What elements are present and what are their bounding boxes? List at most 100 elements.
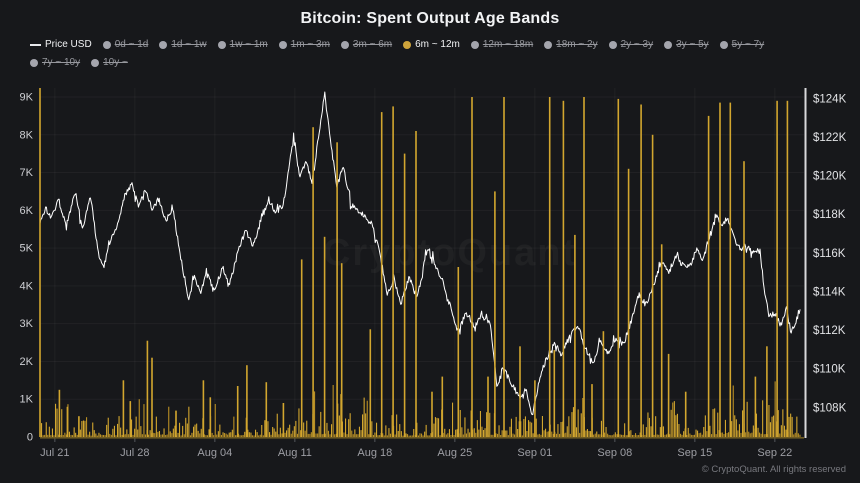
spent-output-bar (146, 340, 149, 437)
legend-item-2y-3y[interactable]: 2y ~ 3y (608, 39, 654, 50)
x-axis-tick-label: Sep 01 (517, 447, 552, 459)
spent-output-bar (487, 376, 489, 437)
left-axis-tick-label: 6K (20, 205, 34, 217)
legend-item-5y-7y[interactable]: 5y ~ 7y (719, 39, 765, 50)
legend-item-0d-1d[interactable]: 0d ~ 1d (102, 39, 149, 50)
spent-output-bar (246, 365, 248, 437)
spent-output-bar (122, 380, 125, 437)
x-axis-tick-label: Aug 11 (278, 447, 312, 459)
spent-output-bar (265, 382, 268, 437)
spent-output-bar (58, 389, 61, 437)
right-axis-tick-label: $122K (813, 132, 847, 144)
legend-item-label: 0d ~ 1d (114, 39, 149, 50)
legend-item-6m-12m[interactable]: 6m ~ 12m (403, 39, 460, 50)
spent-output-bar (236, 386, 239, 437)
price-line-marker-icon (30, 43, 41, 46)
inactive-series-dot-icon (664, 40, 673, 49)
x-axis-tick-label: Sep 08 (597, 447, 632, 459)
spent-output-bar (602, 331, 605, 437)
left-axis-tick-label: 7K (20, 167, 34, 179)
inactive-series-dot-icon (102, 40, 111, 49)
legend-item-3y-5y[interactable]: 3y ~ 5y (664, 39, 709, 50)
legend-item-1w-1m[interactable]: 1w ~ 1m (217, 39, 268, 50)
spent-output-bar (766, 346, 768, 437)
spent-output-bar (743, 161, 745, 437)
legend-item-label: Price USD (45, 39, 92, 50)
spent-output-bar (574, 234, 576, 437)
spent-output-bar (66, 406, 69, 437)
legend-item-1d-1w[interactable]: 1d ~ 1w (159, 39, 207, 50)
legend-item-label: 10y ~ (103, 57, 128, 68)
inactive-series-dot-icon (608, 40, 617, 49)
legend-item-label: 6m ~ 12m (415, 39, 460, 50)
spent-output-bar (380, 112, 383, 437)
spent-output-bar (403, 153, 406, 437)
legend-item-18m-2y[interactable]: 18m ~ 2y (544, 39, 598, 50)
legend-item-3m-6m[interactable]: 3m ~ 6m (340, 39, 393, 50)
x-axis-tick-label: Sep 22 (757, 447, 792, 459)
spent-output-bar (340, 263, 343, 437)
spent-output-bar (312, 127, 314, 437)
spent-output-bar (175, 410, 177, 437)
spent-output-bar (684, 391, 687, 437)
spent-output-bar (336, 142, 338, 438)
right-axis-tick-label: $124K (813, 93, 847, 105)
left-axis-tick-label: 0 (27, 432, 33, 444)
spent-output-bar (392, 106, 394, 438)
legend-item-label: 1w ~ 1m (229, 39, 268, 50)
spent-output-bar (369, 329, 372, 437)
legend-item-label: 3m ~ 6m (352, 39, 393, 50)
x-axis-tick-label: Aug 04 (197, 447, 232, 459)
spent-output-bar (441, 376, 444, 437)
spent-output-bar (202, 380, 205, 437)
right-axis-tick-label: $108K (813, 402, 847, 414)
legend-item-label: 1m ~ 3m (290, 39, 330, 50)
inactive-series-dot-icon (470, 40, 479, 49)
legend-item-1m-3m[interactable]: 1m ~ 3m (278, 39, 330, 50)
spent-output-bar (786, 100, 789, 438)
spent-output-bar (553, 350, 556, 437)
inactive-series-dot-icon (278, 40, 287, 49)
legend-item-label: 3y ~ 5y (676, 39, 709, 50)
spent-output-bar (151, 357, 153, 437)
spent-output-bar (707, 115, 710, 438)
spent-output-bar (457, 267, 460, 437)
left-axis-tick-label: 1K (20, 394, 34, 406)
spent-output-bar (627, 168, 630, 438)
legend-item-label: 18m ~ 2y (556, 39, 598, 50)
spent-output-bar (617, 98, 620, 438)
x-axis-tick-label: Jul 21 (40, 447, 69, 459)
spent-output-bar (503, 97, 505, 437)
left-axis-tick-label: 9K (20, 91, 34, 103)
inactive-series-dot-icon (159, 40, 168, 49)
spent-output-bar (209, 397, 212, 437)
legend-item-label: 12m ~ 18m (482, 39, 534, 50)
right-axis-tick-label: $116K (813, 248, 846, 260)
left-axis-tick-label: 8K (20, 129, 34, 141)
legend-item-7y-10y[interactable]: 7y ~ 10y (30, 57, 80, 68)
active-series-dot-icon (403, 40, 412, 49)
legend-item-label: 1d ~ 1w (171, 39, 207, 50)
legend-item-label: 5y ~ 7y (731, 39, 765, 50)
spent-output-bar (583, 97, 585, 437)
legend-item-10y[interactable]: 10y ~ (91, 57, 128, 68)
spent-output-bar (776, 100, 778, 438)
spent-output-bar (300, 259, 303, 437)
legend-item-12m-18m[interactable]: 12m ~ 18m (470, 39, 534, 50)
chart-title: Bitcoin: Spent Output Age Bands (300, 10, 560, 27)
x-axis-tick-label: Aug 18 (357, 447, 392, 459)
spent-output-bar (548, 97, 551, 437)
legend-item-price-usd[interactable]: Price USD (30, 39, 92, 50)
inactive-series-dot-icon (719, 40, 728, 49)
inactive-series-dot-icon (544, 40, 553, 49)
spent-output-bar (323, 236, 326, 437)
spent-output-bar (719, 102, 721, 437)
right-axis-tick-label: $110K (813, 364, 846, 376)
spent-output-bar (78, 416, 80, 437)
spent-output-bar (660, 244, 663, 437)
right-axis-tick-label: $112K (813, 325, 846, 337)
inactive-series-dot-icon (91, 58, 100, 67)
legend-item-label: 2y ~ 3y (620, 39, 654, 50)
